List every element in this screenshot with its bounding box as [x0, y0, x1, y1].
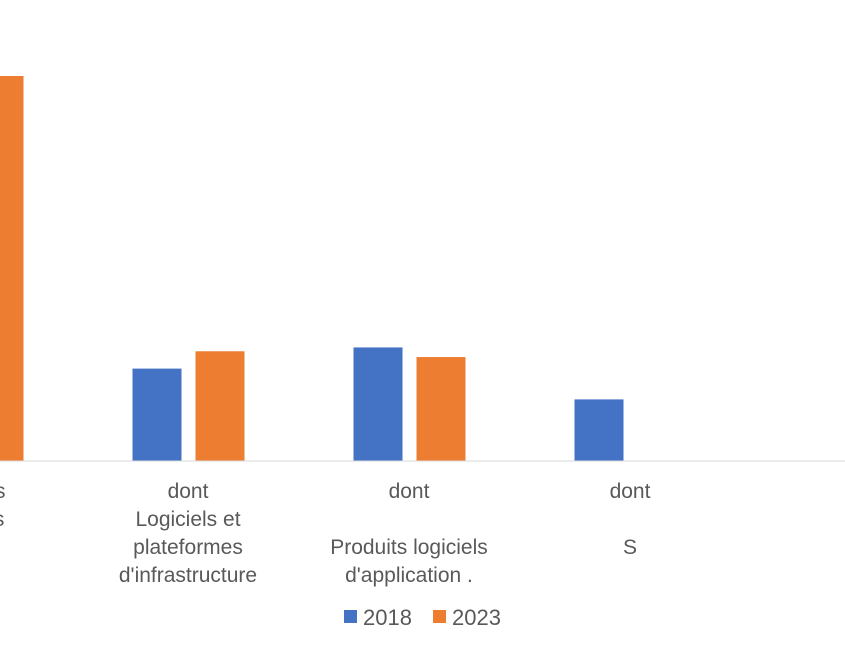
category-label-1-line-1: Logiciels et [135, 508, 240, 531]
category-label-0-line-0: Produits [0, 480, 6, 503]
category-label-1-line-3: d'infrastructure [119, 564, 257, 587]
legend-label-2018: 2018 [363, 605, 412, 630]
legend: 2018 2023 [344, 605, 501, 630]
category-label-1-line-2: plateformes [133, 536, 243, 559]
category-label-2-line-0: dont [389, 480, 430, 503]
category-label-2-line-2: Produits logiciels [330, 536, 488, 559]
bar-2018-cat-3 [574, 399, 624, 461]
bar-2023-cat-1 [195, 351, 245, 461]
legend-swatch-2018 [344, 610, 357, 623]
legend-swatch-2023 [433, 610, 446, 623]
bar-2023-cat-2 [416, 357, 466, 461]
bar-2018-cat-1 [132, 368, 182, 461]
category-label-0-line-1: logiciels [0, 508, 4, 531]
bar-2023-cat-0 [0, 76, 24, 461]
bars-group [0, 76, 624, 461]
category-label-1-line-0: dont [168, 480, 209, 503]
category-label-2-line-3: d'application . [345, 564, 473, 587]
category-label-3-line-2: S [623, 536, 637, 559]
category-labels: Produits logiciels dont Logiciels et platefo… [0, 480, 651, 587]
legend-label-2023: 2023 [452, 605, 501, 630]
bar-2018-cat-2 [353, 347, 403, 461]
category-label-3-line-0: dont [610, 480, 651, 503]
